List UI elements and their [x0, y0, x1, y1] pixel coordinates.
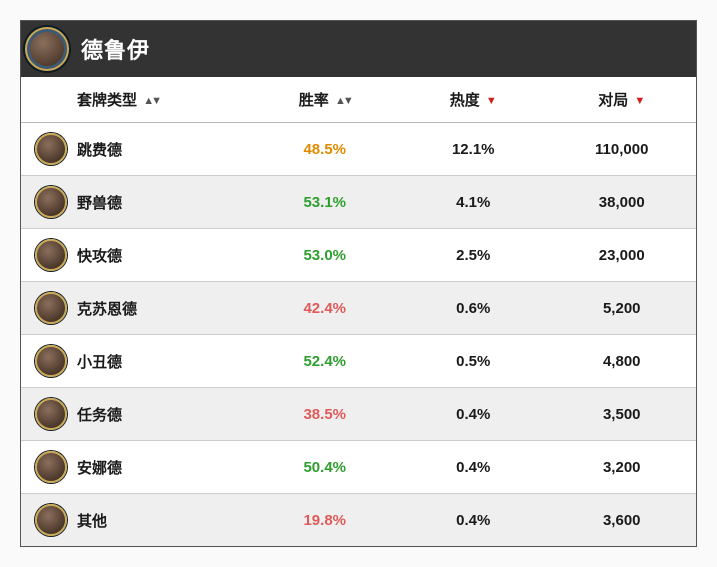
card-header: 德鲁伊 [21, 21, 696, 77]
winrate-cell: 50.4% [251, 441, 400, 494]
table-row[interactable]: 跳费德 48.5% 12.1% 110,000 [21, 123, 696, 176]
col-header-games[interactable]: 对局 ▼ [548, 77, 697, 123]
deck-name: 跳费德 [77, 139, 122, 160]
games-cell: 5,200 [548, 282, 697, 335]
winrate-cell: 42.4% [251, 282, 400, 335]
card-title: 德鲁伊 [81, 33, 150, 65]
popularity-cell: 0.4% [399, 388, 548, 441]
table-row[interactable]: 任务德 38.5% 0.4% 3,500 [21, 388, 696, 441]
table-row[interactable]: 快攻德 53.0% 2.5% 23,000 [21, 229, 696, 282]
games-cell: 110,000 [548, 123, 697, 176]
deck-name: 小丑德 [77, 351, 122, 372]
popularity-cell: 0.4% [399, 494, 548, 547]
table-row[interactable]: 小丑德 52.4% 0.5% 4,800 [21, 335, 696, 388]
col-header-winrate[interactable]: 胜率 ▲▼ [251, 77, 400, 123]
games-cell: 38,000 [548, 176, 697, 229]
popularity-cell: 0.4% [399, 441, 548, 494]
deck-name: 任务德 [77, 404, 122, 425]
col-header-winrate-label: 胜率 [299, 92, 329, 109]
popularity-cell: 4.1% [399, 176, 548, 229]
games-cell: 3,500 [548, 388, 697, 441]
col-header-name[interactable]: 套牌类型 ▲▼ [21, 77, 251, 123]
games-cell: 23,000 [548, 229, 697, 282]
games-cell: 4,800 [548, 335, 697, 388]
deck-name: 快攻德 [77, 245, 122, 266]
winrate-cell: 52.4% [251, 335, 400, 388]
col-header-name-label: 套牌类型 [77, 92, 137, 109]
popularity-cell: 2.5% [399, 229, 548, 282]
winrate-cell: 53.1% [251, 176, 400, 229]
popularity-cell: 0.6% [399, 282, 548, 335]
druid-class-icon [35, 504, 67, 536]
popularity-cell: 0.5% [399, 335, 548, 388]
deck-name-cell: 任务德 [35, 398, 243, 430]
deck-name-cell: 安娜德 [35, 451, 243, 483]
table-row[interactable]: 克苏恩德 42.4% 0.6% 5,200 [21, 282, 696, 335]
sort-both-icon: ▲▼ [335, 96, 351, 107]
sort-down-icon: ▼ [486, 96, 497, 107]
winrate-cell: 19.8% [251, 494, 400, 547]
deck-name-cell: 野兽德 [35, 186, 243, 218]
sort-both-icon: ▲▼ [143, 96, 159, 107]
deck-name-cell: 快攻德 [35, 239, 243, 271]
deck-name: 其他 [77, 510, 107, 531]
druid-class-icon [35, 239, 67, 271]
winrate-cell: 53.0% [251, 229, 400, 282]
druid-class-icon [25, 27, 69, 71]
winrate-cell: 48.5% [251, 123, 400, 176]
sort-down-icon: ▼ [634, 96, 645, 107]
druid-class-icon [35, 133, 67, 165]
col-header-popularity[interactable]: 热度 ▼ [399, 77, 548, 123]
popularity-cell: 12.1% [399, 123, 548, 176]
col-header-popularity-label: 热度 [450, 92, 480, 109]
druid-class-icon [35, 292, 67, 324]
deck-name-cell: 其他 [35, 504, 243, 536]
winrate-cell: 38.5% [251, 388, 400, 441]
col-header-games-label: 对局 [598, 92, 628, 109]
deck-name-cell: 跳费德 [35, 133, 243, 165]
deck-name: 克苏恩德 [77, 298, 137, 319]
druid-class-icon [35, 186, 67, 218]
druid-class-icon [35, 345, 67, 377]
table-row[interactable]: 其他 19.8% 0.4% 3,600 [21, 494, 696, 547]
deck-name-cell: 克苏恩德 [35, 292, 243, 324]
deck-name-cell: 小丑德 [35, 345, 243, 377]
table-row[interactable]: 安娜德 50.4% 0.4% 3,200 [21, 441, 696, 494]
druid-class-icon [35, 451, 67, 483]
deck-name: 安娜德 [77, 457, 122, 478]
table-row[interactable]: 野兽德 53.1% 4.1% 38,000 [21, 176, 696, 229]
deck-stats-card: 德鲁伊 套牌类型 ▲▼ 胜率 ▲▼ 热度 ▼ 对局 ▼ [20, 20, 697, 547]
deck-name: 野兽德 [77, 192, 122, 213]
deck-table: 套牌类型 ▲▼ 胜率 ▲▼ 热度 ▼ 对局 ▼ [21, 77, 696, 546]
games-cell: 3,200 [548, 441, 697, 494]
druid-class-icon [35, 398, 67, 430]
games-cell: 3,600 [548, 494, 697, 547]
